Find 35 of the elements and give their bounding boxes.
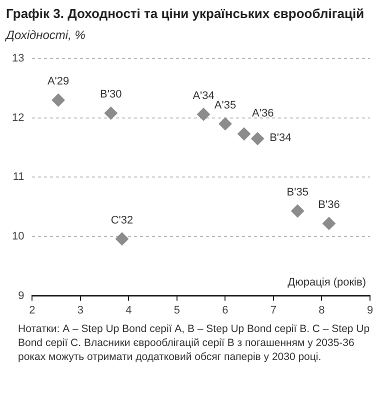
point bbox=[322, 216, 336, 230]
point bbox=[197, 108, 210, 121]
annotation: A'35 bbox=[214, 99, 236, 112]
y-tick-label: 9 bbox=[18, 290, 24, 302]
y-tick-label: 12 bbox=[12, 112, 24, 124]
x-tick-label: 2 bbox=[29, 304, 36, 316]
annotation: C'32 bbox=[110, 214, 134, 226]
text: Нотатки: А – Step Up Bond серії A, B – Step Up Bond серії B. C – Step Up Bond серії C. Власники єврооблігацій серії B з погашенням у 2035-36 роках можуть отримати додатковий обсяг паперів у 2030 році. bbox=[18, 322, 371, 364]
point bbox=[104, 106, 118, 120]
annotation: A'29 bbox=[47, 76, 70, 88]
point bbox=[291, 204, 304, 218]
annotation: B'36 bbox=[318, 198, 340, 211]
x-tick-label: 5 bbox=[174, 304, 180, 316]
x-tick-label: 3 bbox=[77, 304, 84, 316]
x-tick-label: 4 bbox=[126, 304, 132, 316]
y-tick-label: 10 bbox=[12, 230, 24, 243]
annotation: A'34 bbox=[192, 90, 214, 102]
y-axis-title: Дохідності, % bbox=[6, 28, 86, 42]
annotation: B'35 bbox=[286, 186, 308, 199]
point bbox=[238, 127, 251, 140]
point bbox=[218, 117, 232, 130]
annotation: A'36 bbox=[252, 107, 274, 120]
x-tick-label: 6 bbox=[222, 304, 228, 316]
y-tick-label: 13 bbox=[12, 52, 24, 65]
x-axis-title: Дюрація (років) bbox=[288, 276, 366, 288]
y-tick-label: 11 bbox=[12, 171, 24, 184]
point bbox=[115, 232, 128, 246]
x-tick-label: 9 bbox=[366, 304, 374, 316]
annotation: B'34 bbox=[270, 132, 292, 144]
annotation: B'30 bbox=[100, 88, 122, 101]
point bbox=[52, 94, 65, 107]
x-tick-label: 8 bbox=[318, 304, 325, 316]
point bbox=[251, 132, 264, 146]
chart-title: Графік 3. Доходності та ціни українських єврооблігацій bbox=[6, 6, 364, 21]
x-tick-label: 7 bbox=[270, 304, 277, 316]
